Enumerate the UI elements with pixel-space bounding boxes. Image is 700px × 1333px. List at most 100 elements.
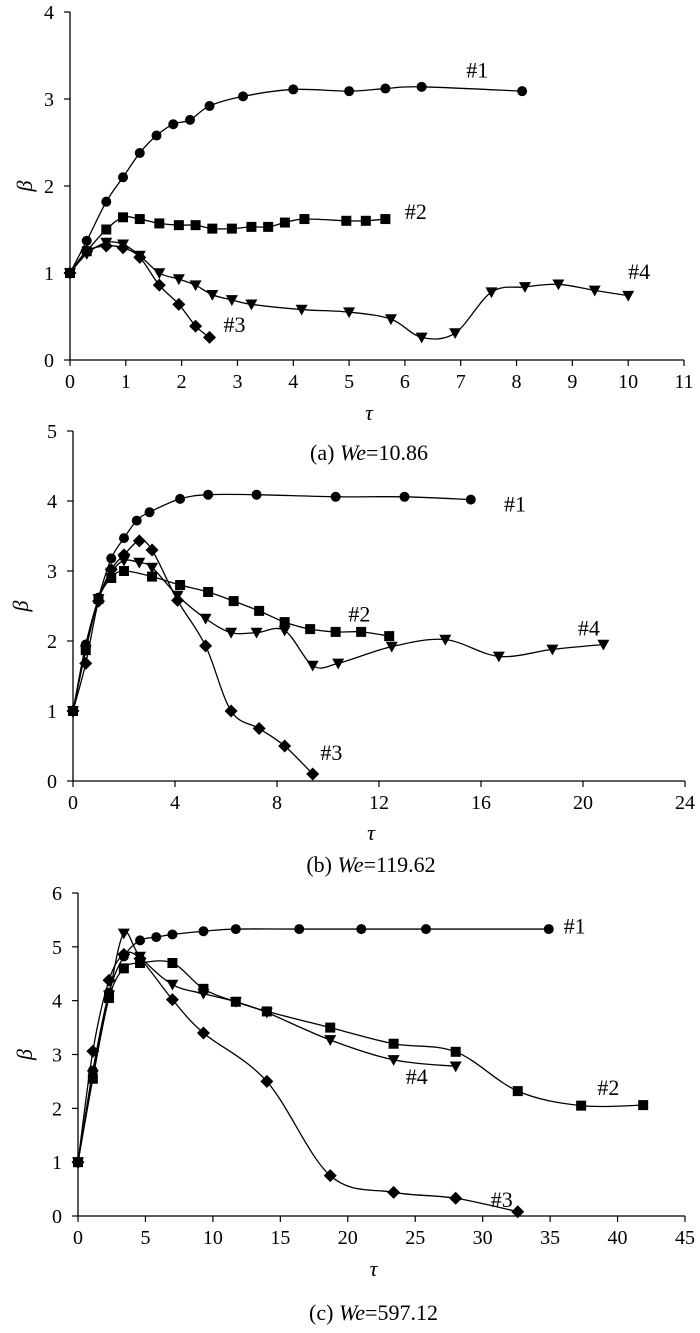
triangle-down-marker bbox=[146, 562, 159, 574]
chart-panel-1: 0 1 2 3 4 0 1 2 3 4 5 6 7 8 9 10 11 τ β #1 #2 #3 #4 (a) We=10.8… bbox=[12, 2, 694, 465]
triangle-down-marker bbox=[67, 706, 79, 717]
x-tick-label: 10 bbox=[203, 1227, 223, 1249]
circle-marker bbox=[167, 929, 178, 940]
circle-marker bbox=[135, 935, 146, 946]
diamond-marker bbox=[260, 1074, 274, 1088]
circle-marker bbox=[517, 86, 528, 97]
triangle-down-marker bbox=[384, 314, 397, 326]
series-4 bbox=[72, 928, 462, 1169]
x-tick-label: 5 bbox=[140, 1227, 150, 1249]
triangle-down-marker bbox=[260, 1007, 273, 1019]
x-tick-label: 8 bbox=[272, 792, 282, 814]
panel-caption: (c) We=597.12 bbox=[309, 1300, 438, 1325]
caption-value: =10.86 bbox=[366, 440, 428, 465]
x-tick-label: 30 bbox=[473, 1227, 493, 1249]
circle-marker bbox=[106, 553, 117, 564]
circle-marker bbox=[399, 491, 410, 502]
circle-marker bbox=[238, 91, 249, 102]
triangle-down-marker bbox=[492, 651, 505, 663]
triangle-down-marker bbox=[79, 645, 92, 657]
triangle-down-marker bbox=[80, 249, 93, 260]
square-marker bbox=[384, 631, 395, 642]
circle-marker bbox=[465, 494, 476, 505]
circle-marker bbox=[380, 83, 391, 94]
caption-prefix: (b) bbox=[306, 852, 337, 877]
circle-marker bbox=[204, 100, 215, 111]
circle-marker bbox=[251, 489, 262, 500]
square-marker bbox=[576, 1100, 587, 1111]
square-marker bbox=[388, 1038, 399, 1049]
square-marker bbox=[167, 957, 178, 968]
x-tick-label: 0 bbox=[73, 1227, 83, 1249]
y-axis-title: β bbox=[12, 1049, 37, 1061]
x-tick-label: 1 bbox=[121, 371, 131, 393]
y-tick-label: 5 bbox=[47, 421, 57, 443]
triangle-down-marker bbox=[485, 287, 498, 299]
triangle-down-marker bbox=[133, 250, 146, 262]
square-marker bbox=[207, 223, 218, 234]
triangle-down-marker bbox=[197, 988, 210, 1000]
triangle-down-marker bbox=[189, 280, 202, 292]
square-marker bbox=[154, 218, 165, 229]
y-tick-label: 2 bbox=[52, 1098, 62, 1120]
y-tick-label: 4 bbox=[52, 991, 62, 1013]
y-tick-label: 0 bbox=[44, 350, 54, 372]
series-line bbox=[72, 493, 471, 712]
panel-caption: (a) We=10.86 bbox=[310, 440, 428, 465]
square-marker bbox=[325, 1022, 336, 1033]
diamond-marker bbox=[196, 1026, 210, 1040]
caption-value: =119.62 bbox=[364, 852, 436, 877]
circle-marker bbox=[230, 924, 241, 935]
triangle-down-marker bbox=[118, 555, 130, 567]
circle-marker bbox=[294, 924, 305, 935]
y-axis-title: β bbox=[12, 180, 37, 192]
diamond-marker bbox=[306, 767, 320, 781]
triangle-down-marker bbox=[518, 282, 531, 293]
triangle-down-marker bbox=[588, 285, 601, 297]
circle-marker bbox=[330, 491, 341, 502]
caption-variable: We bbox=[340, 440, 366, 465]
y-tick-label: 3 bbox=[52, 1045, 62, 1067]
triangle-down-marker bbox=[100, 237, 113, 249]
series-label: #4 bbox=[578, 615, 600, 640]
triangle-down-marker bbox=[385, 641, 398, 653]
x-tick-label: 9 bbox=[567, 371, 577, 393]
y-tick-label: 3 bbox=[44, 89, 54, 111]
diamond-marker bbox=[387, 1185, 401, 1199]
diamond-marker bbox=[224, 704, 238, 718]
triangle-down-marker bbox=[229, 996, 242, 1008]
triangle-down-marker bbox=[546, 644, 559, 656]
series-line bbox=[69, 86, 523, 274]
series-1 bbox=[73, 924, 554, 1168]
square-marker bbox=[190, 220, 201, 231]
diamond-marker bbox=[117, 947, 131, 961]
triangle-down-marker bbox=[387, 1055, 400, 1066]
y-tick-label: 4 bbox=[44, 2, 54, 24]
circle-marker bbox=[185, 114, 196, 125]
square-marker bbox=[450, 1046, 461, 1057]
series-line bbox=[77, 928, 549, 1163]
diamond-marker bbox=[152, 278, 166, 292]
diamond-marker bbox=[132, 534, 146, 548]
x-tick-label: 0 bbox=[68, 792, 78, 814]
y-tick-label: 2 bbox=[47, 631, 57, 653]
x-tick-label: 11 bbox=[674, 371, 693, 393]
series-label: #4 bbox=[406, 1064, 428, 1089]
square-marker bbox=[512, 1086, 523, 1097]
square-marker bbox=[279, 617, 290, 628]
diamond-marker bbox=[278, 739, 292, 753]
triangle-down-marker bbox=[439, 634, 452, 646]
x-tick-label: 40 bbox=[608, 1227, 628, 1249]
x-axis-title: τ bbox=[367, 820, 376, 845]
caption-value: =597.12 bbox=[365, 1300, 438, 1325]
y-tick-label: 6 bbox=[52, 883, 62, 905]
caption-variable: We bbox=[337, 852, 363, 877]
square-marker bbox=[254, 605, 265, 616]
triangle-down-marker bbox=[415, 332, 428, 344]
triangle-down-marker bbox=[133, 557, 146, 569]
x-tick-label: 15 bbox=[270, 1227, 290, 1249]
diamond-marker bbox=[145, 543, 159, 557]
circle-marker bbox=[151, 130, 162, 141]
square-marker bbox=[638, 1100, 649, 1111]
triangle-down-marker bbox=[199, 613, 212, 625]
